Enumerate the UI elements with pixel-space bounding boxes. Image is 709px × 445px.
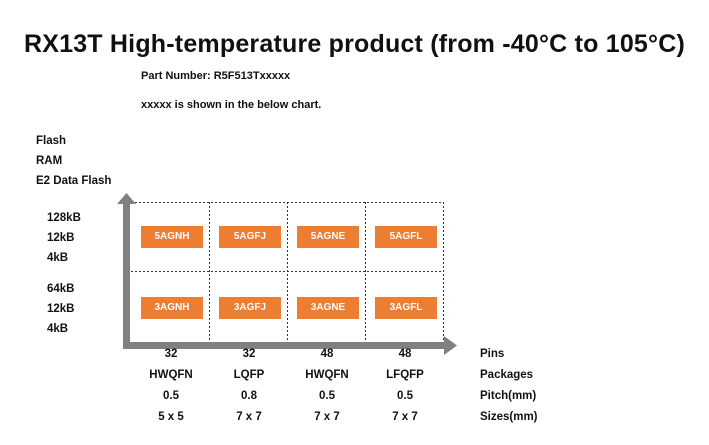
x-axis-labels: Pins Packages Pitch(mm) Sizes(mm) [480, 344, 538, 428]
column-pitch: 0.8 [241, 390, 257, 402]
column-size: 5 x 5 [158, 411, 184, 423]
column-pitch: 0.5 [397, 390, 413, 402]
memory-group-2: 64kB 12kB 4kB [47, 279, 75, 339]
memory-group-1: 128kB 12kB 4kB [47, 208, 81, 268]
product-code-chip: 3AGFL [375, 297, 437, 319]
package-column: 48 LFQFP 0.5 7 x 7 [370, 344, 440, 428]
y-axis-label-ram: RAM [36, 155, 63, 167]
memory-e2: 4kB [47, 252, 69, 264]
product-code-chip: 5AGFL [375, 226, 437, 248]
y-axis-labels: Flash RAM E2 Data Flash [36, 131, 111, 191]
column-size: 7 x 7 [392, 411, 418, 423]
memory-flash: 128kB [47, 212, 81, 224]
product-code-chip: 3AGNH [141, 297, 203, 319]
product-code-chip: 5AGNE [297, 226, 359, 248]
column-size: 7 x 7 [314, 411, 340, 423]
column-pins: 32 [164, 348, 178, 360]
column-pitch: 0.5 [319, 390, 335, 402]
column-pins: 32 [242, 348, 256, 360]
product-code-chip: 5AGNH [141, 226, 203, 248]
y-axis-bar [123, 203, 130, 349]
memory-ram: 12kB [47, 303, 75, 315]
column-package: LQFP [233, 369, 265, 381]
column-pitch: 0.5 [163, 390, 179, 402]
product-code-chip: 3AGNE [297, 297, 359, 319]
package-column: 48 HWQFN 0.5 7 x 7 [292, 344, 362, 428]
x-axis-bar [123, 342, 445, 349]
column-pins: 48 [398, 348, 412, 360]
y-axis-label-flash: Flash [36, 135, 67, 147]
product-code-chip: 5AGFJ [219, 226, 281, 248]
x-axis-arrow [444, 336, 457, 355]
memory-e2: 4kB [47, 323, 69, 335]
package-column: 32 HWQFN 0.5 5 x 5 [136, 344, 206, 428]
column-size: 7 x 7 [236, 411, 262, 423]
y-axis-label-e2: E2 Data Flash [36, 175, 112, 187]
page-title: RX13T High-temperature product (from -40… [23, 30, 686, 58]
column-package: HWQFN [305, 369, 349, 381]
x-axis-label-sizes: Sizes(mm) [480, 411, 538, 423]
x-axis-label-pins: Pins [480, 348, 505, 360]
y-axis-arrow [117, 193, 136, 204]
package-column: 32 LQFP 0.8 7 x 7 [214, 344, 284, 428]
part-number: Part Number: R5F513Txxxxx [141, 70, 291, 82]
x-axis-label-pitch: Pitch(mm) [480, 390, 537, 402]
column-package: HWQFN [149, 369, 193, 381]
product-code-chip: 3AGFJ [219, 297, 281, 319]
column-pins: 48 [320, 348, 334, 360]
x-axis-label-packages: Packages [480, 369, 534, 381]
column-package: LFQFP [386, 369, 424, 381]
chart-note: xxxxx is shown in the below chart. [141, 99, 322, 111]
memory-ram: 12kB [47, 232, 75, 244]
memory-flash: 64kB [47, 283, 75, 295]
